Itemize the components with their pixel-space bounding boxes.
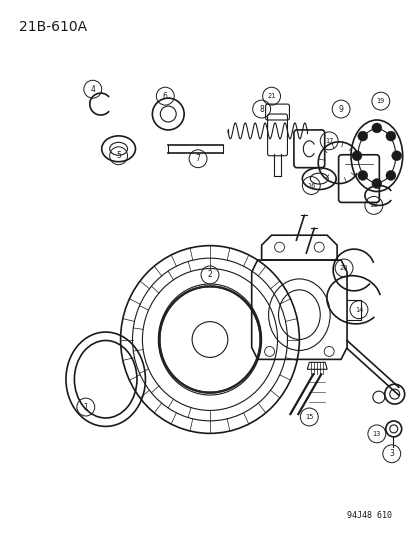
- Circle shape: [351, 151, 361, 161]
- Text: 15: 15: [304, 414, 313, 420]
- Text: 21: 21: [267, 93, 275, 99]
- Text: 7: 7: [195, 154, 200, 163]
- Text: 16: 16: [306, 182, 315, 189]
- Text: 8: 8: [259, 104, 263, 114]
- Text: 9: 9: [338, 104, 343, 114]
- Text: 1: 1: [83, 402, 88, 411]
- Text: 94J48 610: 94J48 610: [346, 511, 391, 520]
- Circle shape: [371, 179, 381, 189]
- Text: 4: 4: [90, 85, 95, 94]
- Text: 21B-610A: 21B-610A: [19, 20, 87, 34]
- Text: 5: 5: [116, 151, 121, 160]
- Circle shape: [385, 171, 395, 180]
- Text: 2: 2: [207, 270, 212, 279]
- Text: 18: 18: [369, 203, 377, 208]
- Text: 20: 20: [339, 265, 347, 271]
- Circle shape: [371, 123, 381, 133]
- Text: 6: 6: [162, 92, 167, 101]
- Text: 14: 14: [354, 306, 362, 313]
- Circle shape: [391, 151, 401, 161]
- Text: 19: 19: [376, 98, 384, 104]
- Circle shape: [385, 131, 395, 141]
- Text: 3: 3: [388, 449, 393, 458]
- Circle shape: [357, 171, 367, 180]
- Circle shape: [357, 131, 367, 141]
- Text: 17: 17: [324, 138, 332, 144]
- Text: 13: 13: [372, 431, 380, 437]
